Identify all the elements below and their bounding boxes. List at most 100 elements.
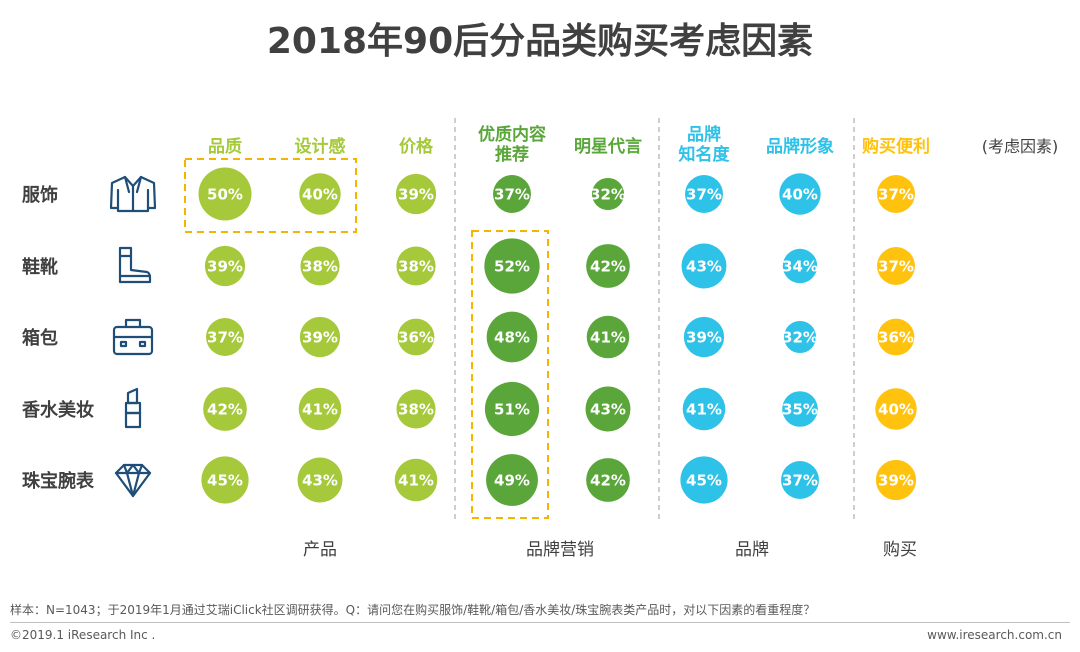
bubble [397,318,435,356]
bubble-value: 37% [782,472,818,490]
category-label: 珠宝腕表 [22,470,95,492]
bubble [586,244,630,288]
bubble [298,387,342,431]
bubble-value: 35% [782,401,818,419]
bubble-value: 37% [207,329,243,347]
bubble [396,389,436,429]
bubble-value: 39% [686,329,722,347]
highlight-box [184,158,357,233]
bubble [681,243,727,289]
bubble [206,318,244,356]
bubble-value: 37% [494,186,530,204]
bubble-value: 37% [878,186,914,204]
bubble-value: 38% [398,258,434,276]
bubble-value: 41% [398,472,434,490]
bubble [203,387,247,431]
footnote: 样本：N=1043；于2019年1月通过艾瑞iClick社区调研获得。Q：请问您… [10,603,816,617]
website-url: www.iresearch.com.cn [927,628,1062,642]
bubble-value: 45% [207,472,243,490]
footer-divider [10,622,1070,623]
bubble [299,316,341,358]
bubble-value: 41% [302,401,338,419]
bubble-value: 43% [686,258,722,276]
bubble [783,320,817,354]
bubble [875,388,917,430]
bubble [395,173,437,215]
factor-header: 明星代言 [574,136,642,157]
bubble-value: 42% [207,401,243,419]
category-label: 香水美妆 [21,399,94,421]
bubble [396,246,436,286]
bubble [782,391,818,427]
bubble [299,173,341,215]
bubble [201,456,249,504]
bubble [484,381,540,437]
bubble-value: 39% [207,258,243,276]
highlight-box [471,230,549,519]
category-label: 服饰 [22,184,58,206]
bubble-value: 52% [494,258,530,276]
category-label: 箱包 [22,327,58,349]
factor-header: 品牌形象 [766,136,834,157]
bubble [394,458,438,502]
group-label: 产品 [303,540,337,560]
bubble-value: 50% [207,186,243,204]
jacket-icon [109,175,157,213]
bubble [585,386,631,432]
legend-label: (考虑因素) [982,137,1059,156]
bubble [300,246,340,286]
bubble-value: 39% [878,472,914,490]
bubble [781,461,819,499]
bubble [682,387,726,431]
bubble [493,175,531,213]
bubble-chart: 品质 设计感 价格 优质内容推荐 明星代言 品牌知名度 品牌形象 购买便利 (考虑因素) 服饰鞋靴… [21,118,1059,560]
bubble [877,247,915,285]
bubble [586,458,630,502]
bubble [486,311,538,363]
bubble-value: 49% [494,472,530,490]
bubble-value: 37% [878,258,914,276]
bubble [875,459,917,501]
bubble [198,167,252,221]
factor-header: 优质内容推荐 [478,124,546,165]
factor-header: 品质 [208,137,242,157]
bubble-value: 40% [302,186,338,204]
bubble [782,248,818,284]
bubble [204,245,246,287]
diamond-icon [114,463,152,498]
bubble [877,175,915,213]
group-label: 品牌 [735,540,769,560]
bubble-value: 36% [878,329,914,347]
bubble-value: 42% [590,472,626,490]
factor-header: 设计感 [295,136,346,157]
bubble-value: 37% [686,186,722,204]
bubble-value: 36% [398,329,434,347]
chart-title: 2018年90后分品类购买考虑因素 [266,21,814,62]
bubble [486,454,538,506]
factor-header: 价格 [399,136,434,157]
bubble [586,315,630,359]
bubble-value: 41% [590,329,626,347]
bubble-value: 38% [302,258,338,276]
bubble-value: 40% [878,401,914,419]
bubble-value: 43% [302,472,338,490]
bubble-value: 42% [590,258,626,276]
bubble [685,175,723,213]
lipstick-icon [124,387,142,429]
bubble [297,457,343,503]
bubble-value: 39% [302,329,338,347]
group-label: 购买 [883,540,917,560]
category-label: 鞋靴 [22,256,58,278]
copyright: ©2019.1 iResearch Inc . [10,628,156,642]
group-label: 品牌营销 [526,540,594,560]
boot-icon [118,246,152,284]
bubble [779,173,821,215]
bubble-value: 41% [686,401,722,419]
bubble-value: 34% [782,258,818,276]
bubble-value: 45% [686,472,722,490]
bubble-value: 32% [590,186,626,204]
bubble-value: 39% [398,186,434,204]
bubble [877,318,915,356]
bubble-value: 48% [494,329,530,347]
bubble [683,316,725,358]
